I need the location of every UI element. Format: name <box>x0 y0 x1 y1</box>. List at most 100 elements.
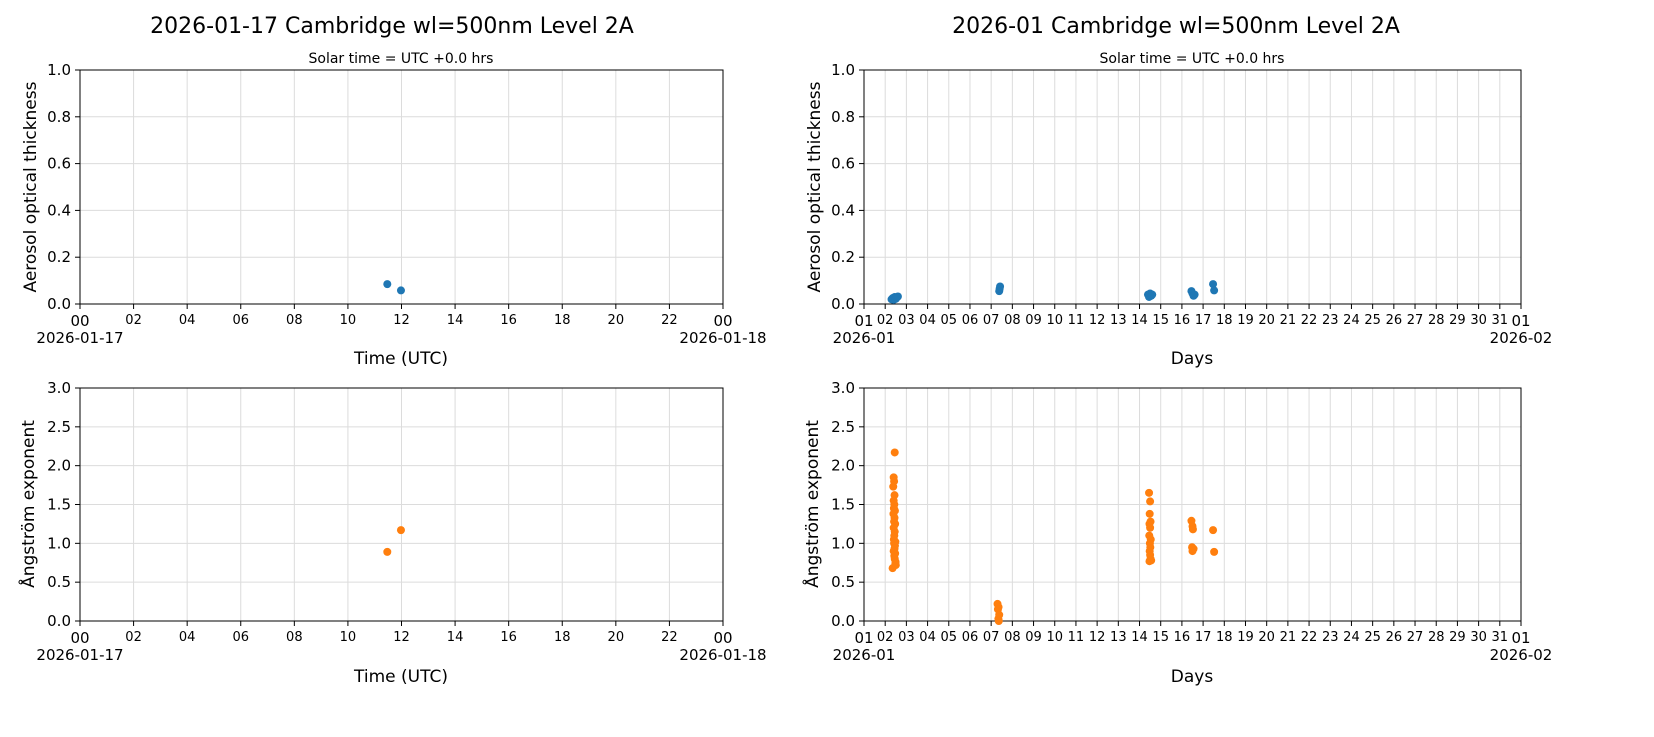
data-point <box>1146 497 1155 506</box>
data-point <box>383 547 392 556</box>
data-point <box>891 559 900 568</box>
data-point <box>1148 290 1157 299</box>
data-point <box>996 282 1005 291</box>
x-end-date-label: 2026-01-18 <box>679 646 766 664</box>
y-tick-label: 0.2 <box>831 248 855 266</box>
x-tick-label: 00 <box>713 312 732 330</box>
x-tick-label: 20 <box>1258 313 1275 328</box>
y-tick-label: 1.0 <box>831 61 855 79</box>
data-point <box>1147 556 1156 565</box>
plot-month_angstrom: 01 02 03 04 05 06 07 08 09 10 11 12 13 14 15 16 17 18 19 20… <box>831 379 1552 664</box>
x-tick-label: 00 <box>713 629 732 647</box>
x-tick-label: 02 <box>877 630 894 645</box>
x-tick-label: 12 <box>1089 313 1106 328</box>
x-tick-label: 13 <box>1110 630 1127 645</box>
x-tick-label: 00 <box>70 312 89 330</box>
x-tick-label: 28 <box>1428 630 1445 645</box>
data-point <box>1145 509 1154 518</box>
x-tick-label: 18 <box>554 313 571 328</box>
x-tick-label: 31 <box>1492 313 1509 328</box>
x-tick-label: 20 <box>608 313 625 328</box>
x-tick-label: 14 <box>1131 630 1148 645</box>
x-tick-label: 01 <box>1511 629 1530 647</box>
y-tick-label: 0.0 <box>831 295 855 313</box>
x-tick-label: 16 <box>500 313 517 328</box>
x-tick-label: 19 <box>1237 313 1254 328</box>
x-tick-label: 04 <box>179 630 196 645</box>
x-tick-label: 05 <box>941 313 958 328</box>
y-tick-label: 2.5 <box>831 418 855 436</box>
x-tick-label: 08 <box>1004 313 1021 328</box>
x-tick-label: 05 <box>941 630 958 645</box>
x-tick-label: 15 <box>1152 630 1169 645</box>
x-tick-label: 27 <box>1407 313 1424 328</box>
data-point <box>1210 286 1219 295</box>
x-tick-label: 07 <box>983 630 1000 645</box>
x-tick-label: 15 <box>1152 313 1169 328</box>
x-tick-label: 14 <box>1131 313 1148 328</box>
x-tick-label: 22 <box>1301 630 1318 645</box>
x-start-date-label: 2026-01 <box>833 329 896 347</box>
x-tick-label: 08 <box>286 630 303 645</box>
y-tick-label: 0.8 <box>831 108 855 126</box>
y-tick-label: 1.0 <box>47 534 71 552</box>
x-tick-label: 02 <box>125 630 142 645</box>
x-tick-label: 23 <box>1322 630 1339 645</box>
xlabel-day-angstrom: Time (UTC) <box>353 667 448 687</box>
x-tick-label: 21 <box>1280 630 1297 645</box>
x-tick-label: 11 <box>1068 313 1085 328</box>
x-tick-label: 29 <box>1449 313 1466 328</box>
chart-title-day: 2026-01-17 Cambridge wl=500nm Level 2A <box>150 14 634 39</box>
xlabel-month-angstrom: Days <box>1171 667 1214 687</box>
x-tick-label: 30 <box>1470 313 1487 328</box>
axes-frame <box>863 69 1522 305</box>
x-tick-label: 09 <box>1025 630 1042 645</box>
x-tick-label: 02 <box>877 313 894 328</box>
x-end-date-label: 2026-02 <box>1490 646 1553 664</box>
y-tick-label: 2.0 <box>831 457 855 475</box>
y-tick-label: 0.0 <box>831 612 855 630</box>
x-tick-label: 12 <box>1089 630 1106 645</box>
y-tick-label: 0.2 <box>47 248 71 266</box>
xlabel-day-aot: Time (UTC) <box>353 349 448 369</box>
x-tick-label: 18 <box>554 630 571 645</box>
data-point <box>893 292 902 301</box>
ylabel-month-aot: Aerosol optical thickness <box>805 81 825 292</box>
x-tick-label: 12 <box>393 313 410 328</box>
chart-title-month: 2026-01 Cambridge wl=500nm Level 2A <box>952 14 1400 39</box>
subtitle-day: Solar time = UTC +0.0 hrs <box>309 51 494 67</box>
x-tick-label: 18 <box>1216 313 1233 328</box>
x-tick-label: 26 <box>1386 630 1403 645</box>
x-tick-label: 06 <box>232 630 249 645</box>
data-point <box>1210 547 1219 556</box>
y-tick-label: 1.5 <box>831 496 855 514</box>
x-tick-label: 13 <box>1110 313 1127 328</box>
x-tick-label: 24 <box>1343 313 1360 328</box>
x-tick-label: 29 <box>1449 630 1466 645</box>
data-point <box>1188 525 1197 534</box>
axes-frame <box>79 387 724 622</box>
x-tick-label: 27 <box>1407 630 1424 645</box>
x-tick-label: 14 <box>447 313 464 328</box>
x-tick-label: 31 <box>1492 630 1509 645</box>
x-tick-label: 10 <box>1046 630 1063 645</box>
xlabel-month-aot: Days <box>1171 349 1214 369</box>
data-point <box>994 617 1003 625</box>
x-tick-label: 04 <box>919 630 936 645</box>
x-tick-label: 22 <box>661 630 678 645</box>
x-tick-label: 00 <box>70 629 89 647</box>
x-tick-label: 20 <box>1258 630 1275 645</box>
y-tick-label: 0.0 <box>47 295 71 313</box>
x-tick-label: 17 <box>1195 630 1212 645</box>
x-tick-label: 10 <box>1046 313 1063 328</box>
x-tick-label: 22 <box>1301 313 1318 328</box>
x-tick-label: 23 <box>1322 313 1339 328</box>
data-point <box>889 482 898 491</box>
x-tick-label: 06 <box>232 313 249 328</box>
x-tick-label: 25 <box>1364 630 1381 645</box>
x-tick-label: 07 <box>983 313 1000 328</box>
ylabel-day-aot: Aerosol optical thickness <box>21 81 41 292</box>
